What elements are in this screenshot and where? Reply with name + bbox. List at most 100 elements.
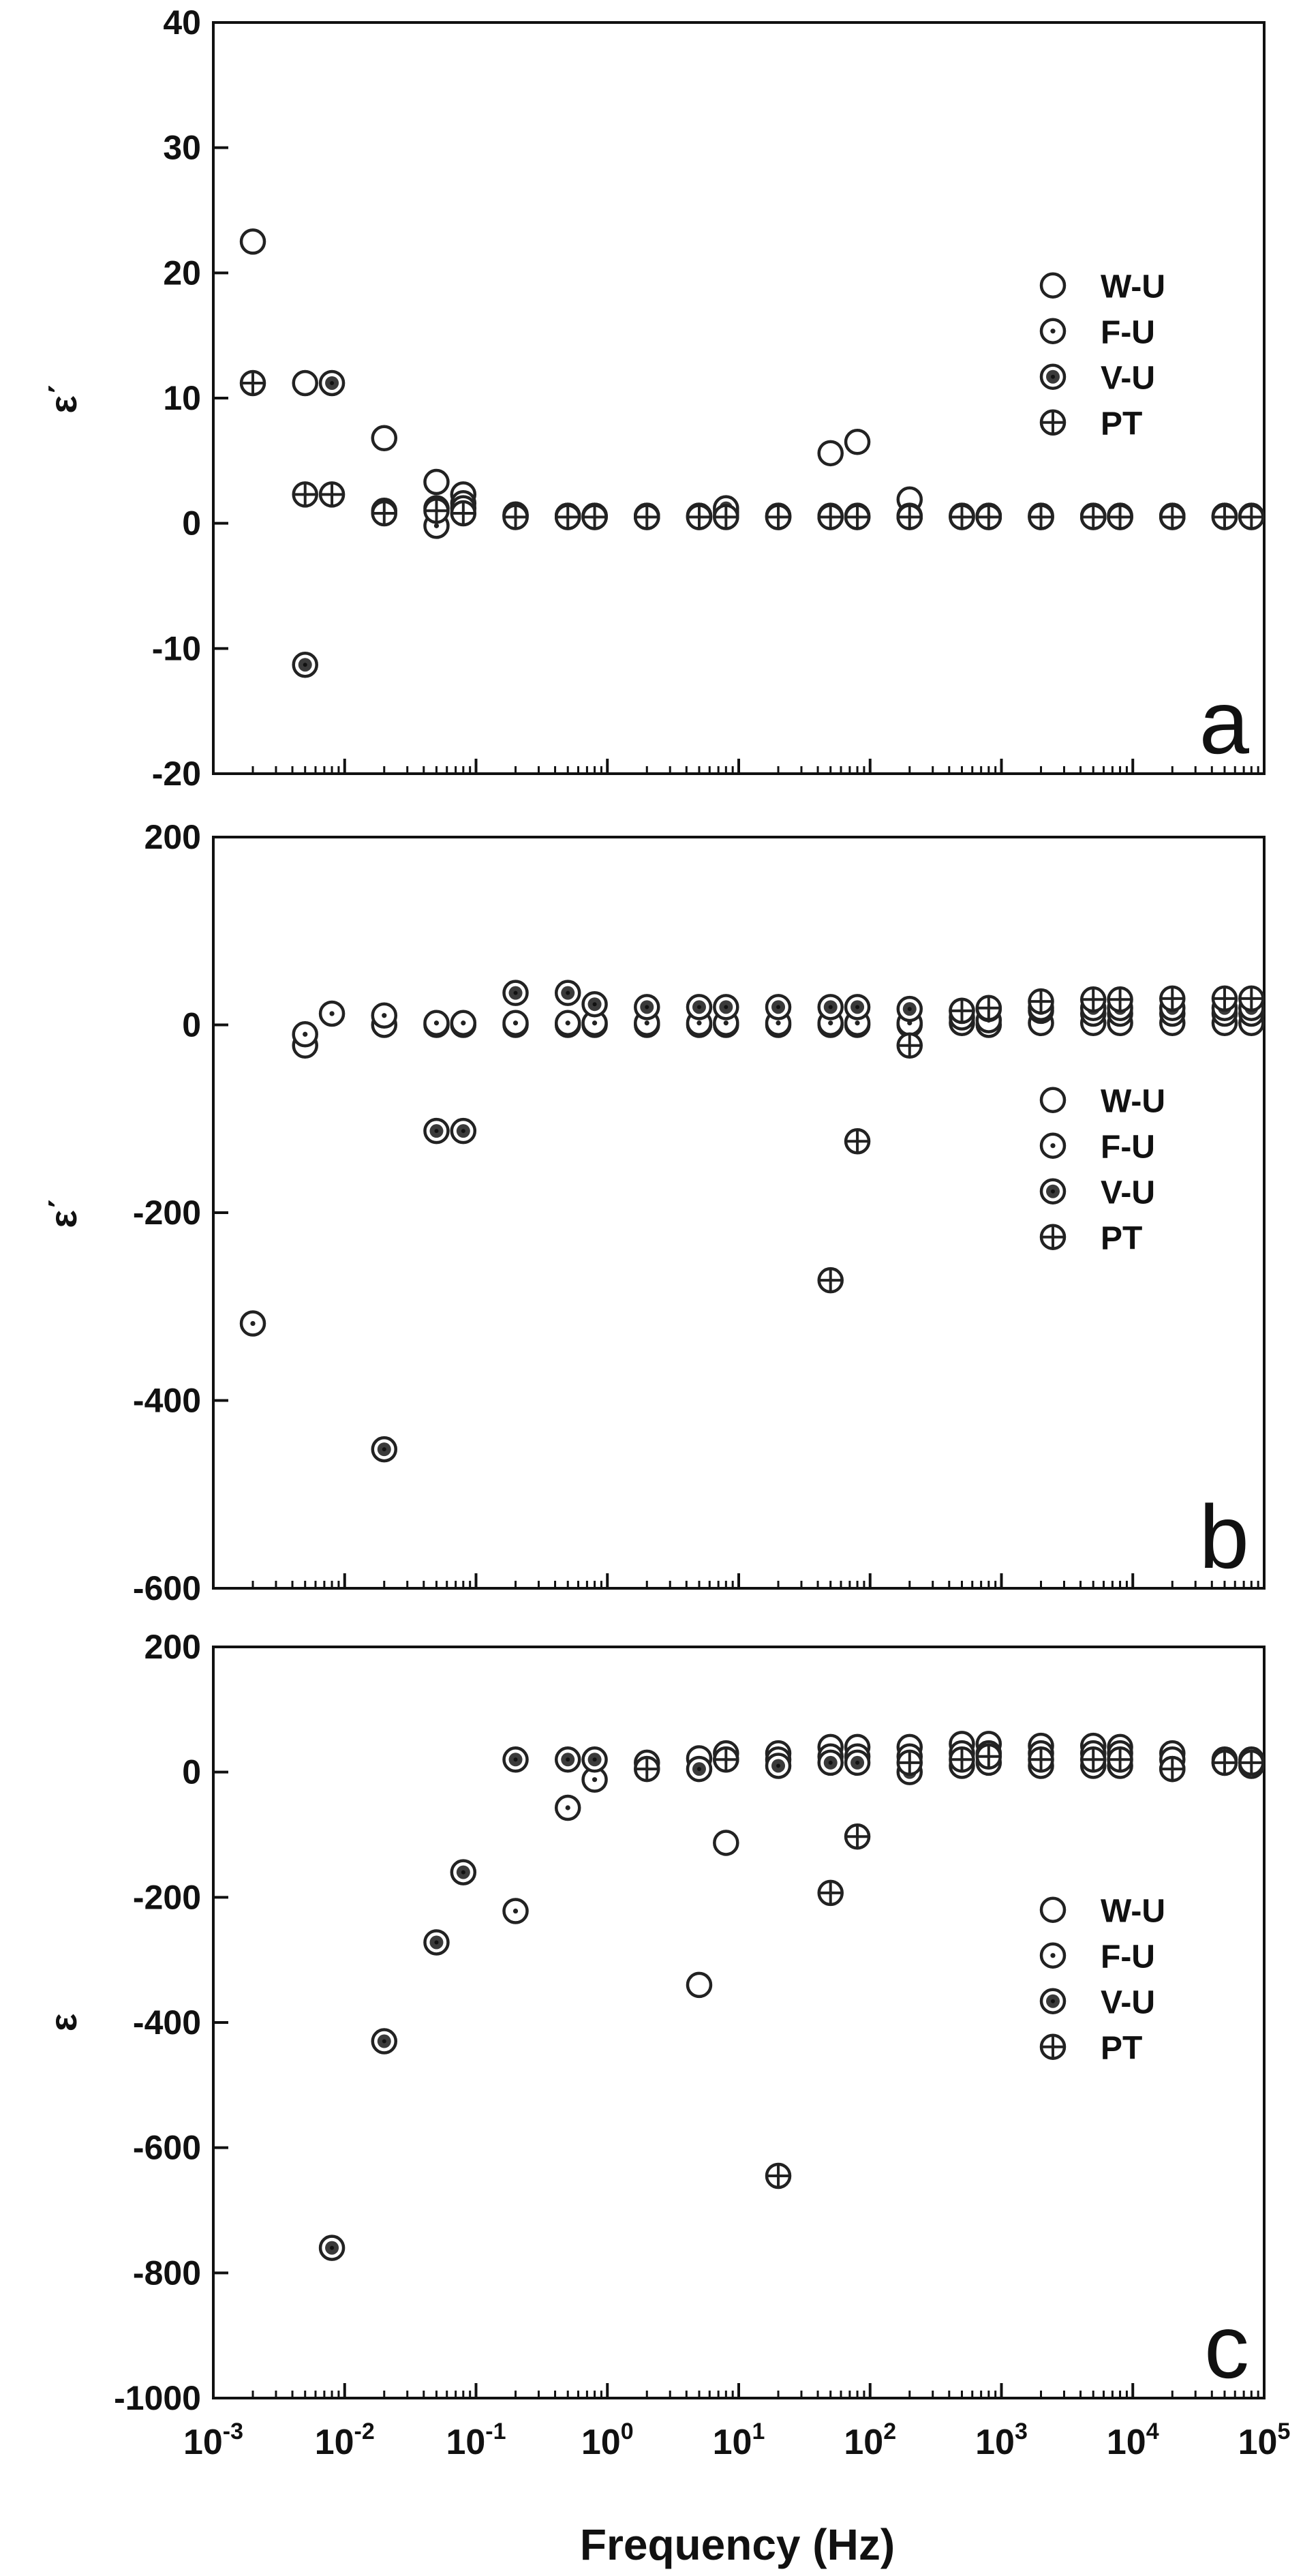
legend: W-U F-U V-U PT [1039,1894,1165,2067]
legend: W-U F-U V-U PT [1039,269,1165,442]
y-tick-label: 0 [182,1006,201,1044]
data-point [371,1436,398,1463]
x-tick-label: 104 [1107,2419,1159,2462]
data-point [1159,1755,1186,1783]
y-tick-label: -400 [133,1382,201,1420]
legend-label: V-U [1101,1985,1155,2021]
data-point [371,500,398,527]
data-point [423,468,450,496]
y-axis-label: ε [42,2014,85,2032]
data-point [450,1859,477,1885]
legend-marker [1039,1132,1067,1159]
data-point [371,425,398,452]
legend-marker [1039,272,1067,299]
legend-label: V-U [1101,1175,1155,1211]
y-tick-label: 20 [163,254,201,292]
legend-marker [1039,1224,1067,1250]
data-point [713,994,739,1020]
data-point [765,504,792,530]
data-point [1107,986,1133,1013]
data-point [896,1032,923,1059]
data-point [371,1002,398,1029]
data-point [1079,504,1107,530]
data-point [844,1823,871,1850]
data-point [817,440,844,467]
legend-label: W-U [1101,1084,1165,1120]
legend-marker [1039,1178,1067,1204]
data-point [844,429,871,455]
data-point [765,994,792,1020]
data-point [239,228,266,255]
panel-letter: c [1204,2297,1249,2397]
chart-panel-b: -600 -400 -200 0 200 ε΄ b W-U F-U V-U PT [42,818,1266,1607]
x-tick-label: 102 [844,2419,896,2462]
data-point [1079,1746,1107,1773]
legend-marker [1039,1896,1067,1923]
x-tick-label: 10-1 [446,2419,506,2462]
data-point [1079,986,1107,1013]
data-point [371,2028,398,2055]
data-point [896,504,923,530]
data-point [318,1000,346,1027]
data-point [713,1746,739,1773]
y-tick-label: -600 [133,2129,201,2167]
y-tick-label: 30 [163,129,201,167]
data-point [554,980,581,1006]
legend-label: V-U [1101,361,1155,397]
data-point [1238,504,1265,530]
data-point [844,994,871,1020]
data-point [844,504,871,530]
data-point [844,1749,871,1776]
data-point [502,504,529,530]
series-F-U [239,997,1265,1337]
data-point [713,504,739,530]
data-point [292,369,318,397]
series-PT [817,985,1265,1294]
data-point [896,1749,923,1776]
panel-letter: b [1199,1487,1249,1587]
y-axis-label: ε΄ [42,1197,85,1228]
legend-marker [1039,318,1067,344]
data-point [817,994,844,1020]
data-point [450,1010,477,1036]
data-point [765,1753,792,1779]
data-point [502,980,529,1006]
data-point [239,1310,266,1337]
data-point [502,1898,529,1924]
y-tick-label: 200 [144,1628,201,1666]
y-tick-label: -600 [133,1569,201,1607]
x-tick-label: 103 [975,2419,1028,2462]
data-point [292,651,318,678]
x-axis-label: Frequency (Hz) [580,2520,895,2569]
data-point [975,1743,1002,1770]
data-point [554,1746,581,1773]
y-tick-label: -400 [133,2003,201,2042]
y-tick-label: -10 [152,629,201,667]
data-point [817,1879,844,1907]
legend-label: F-U [1101,1939,1155,1975]
legend-label: W-U [1101,269,1165,305]
data-point [896,995,923,1022]
x-tick-label: 10-2 [315,2419,375,2462]
x-tick-label: 105 [1238,2419,1291,2462]
legend-marker [1039,2033,1067,2060]
data-point [686,1755,713,1783]
plot-frame [212,21,1266,775]
y-tick-label: -800 [133,2254,201,2292]
data-point [817,1749,844,1776]
data-point [1107,504,1133,530]
y-tick-label: -200 [133,1878,201,1916]
legend-marker [1039,409,1067,436]
data-point [686,504,713,530]
x-tick-label: 100 [581,2419,634,2462]
y-tick-label: 200 [144,818,201,856]
x-tick-label: 101 [713,2419,765,2462]
data-point [318,481,346,508]
plot-frame [212,836,1266,1590]
data-point [581,504,608,530]
data-point [975,995,1002,1021]
data-point [318,2234,346,2261]
data-point [765,2162,792,2189]
legend-label: PT [1101,2031,1142,2067]
